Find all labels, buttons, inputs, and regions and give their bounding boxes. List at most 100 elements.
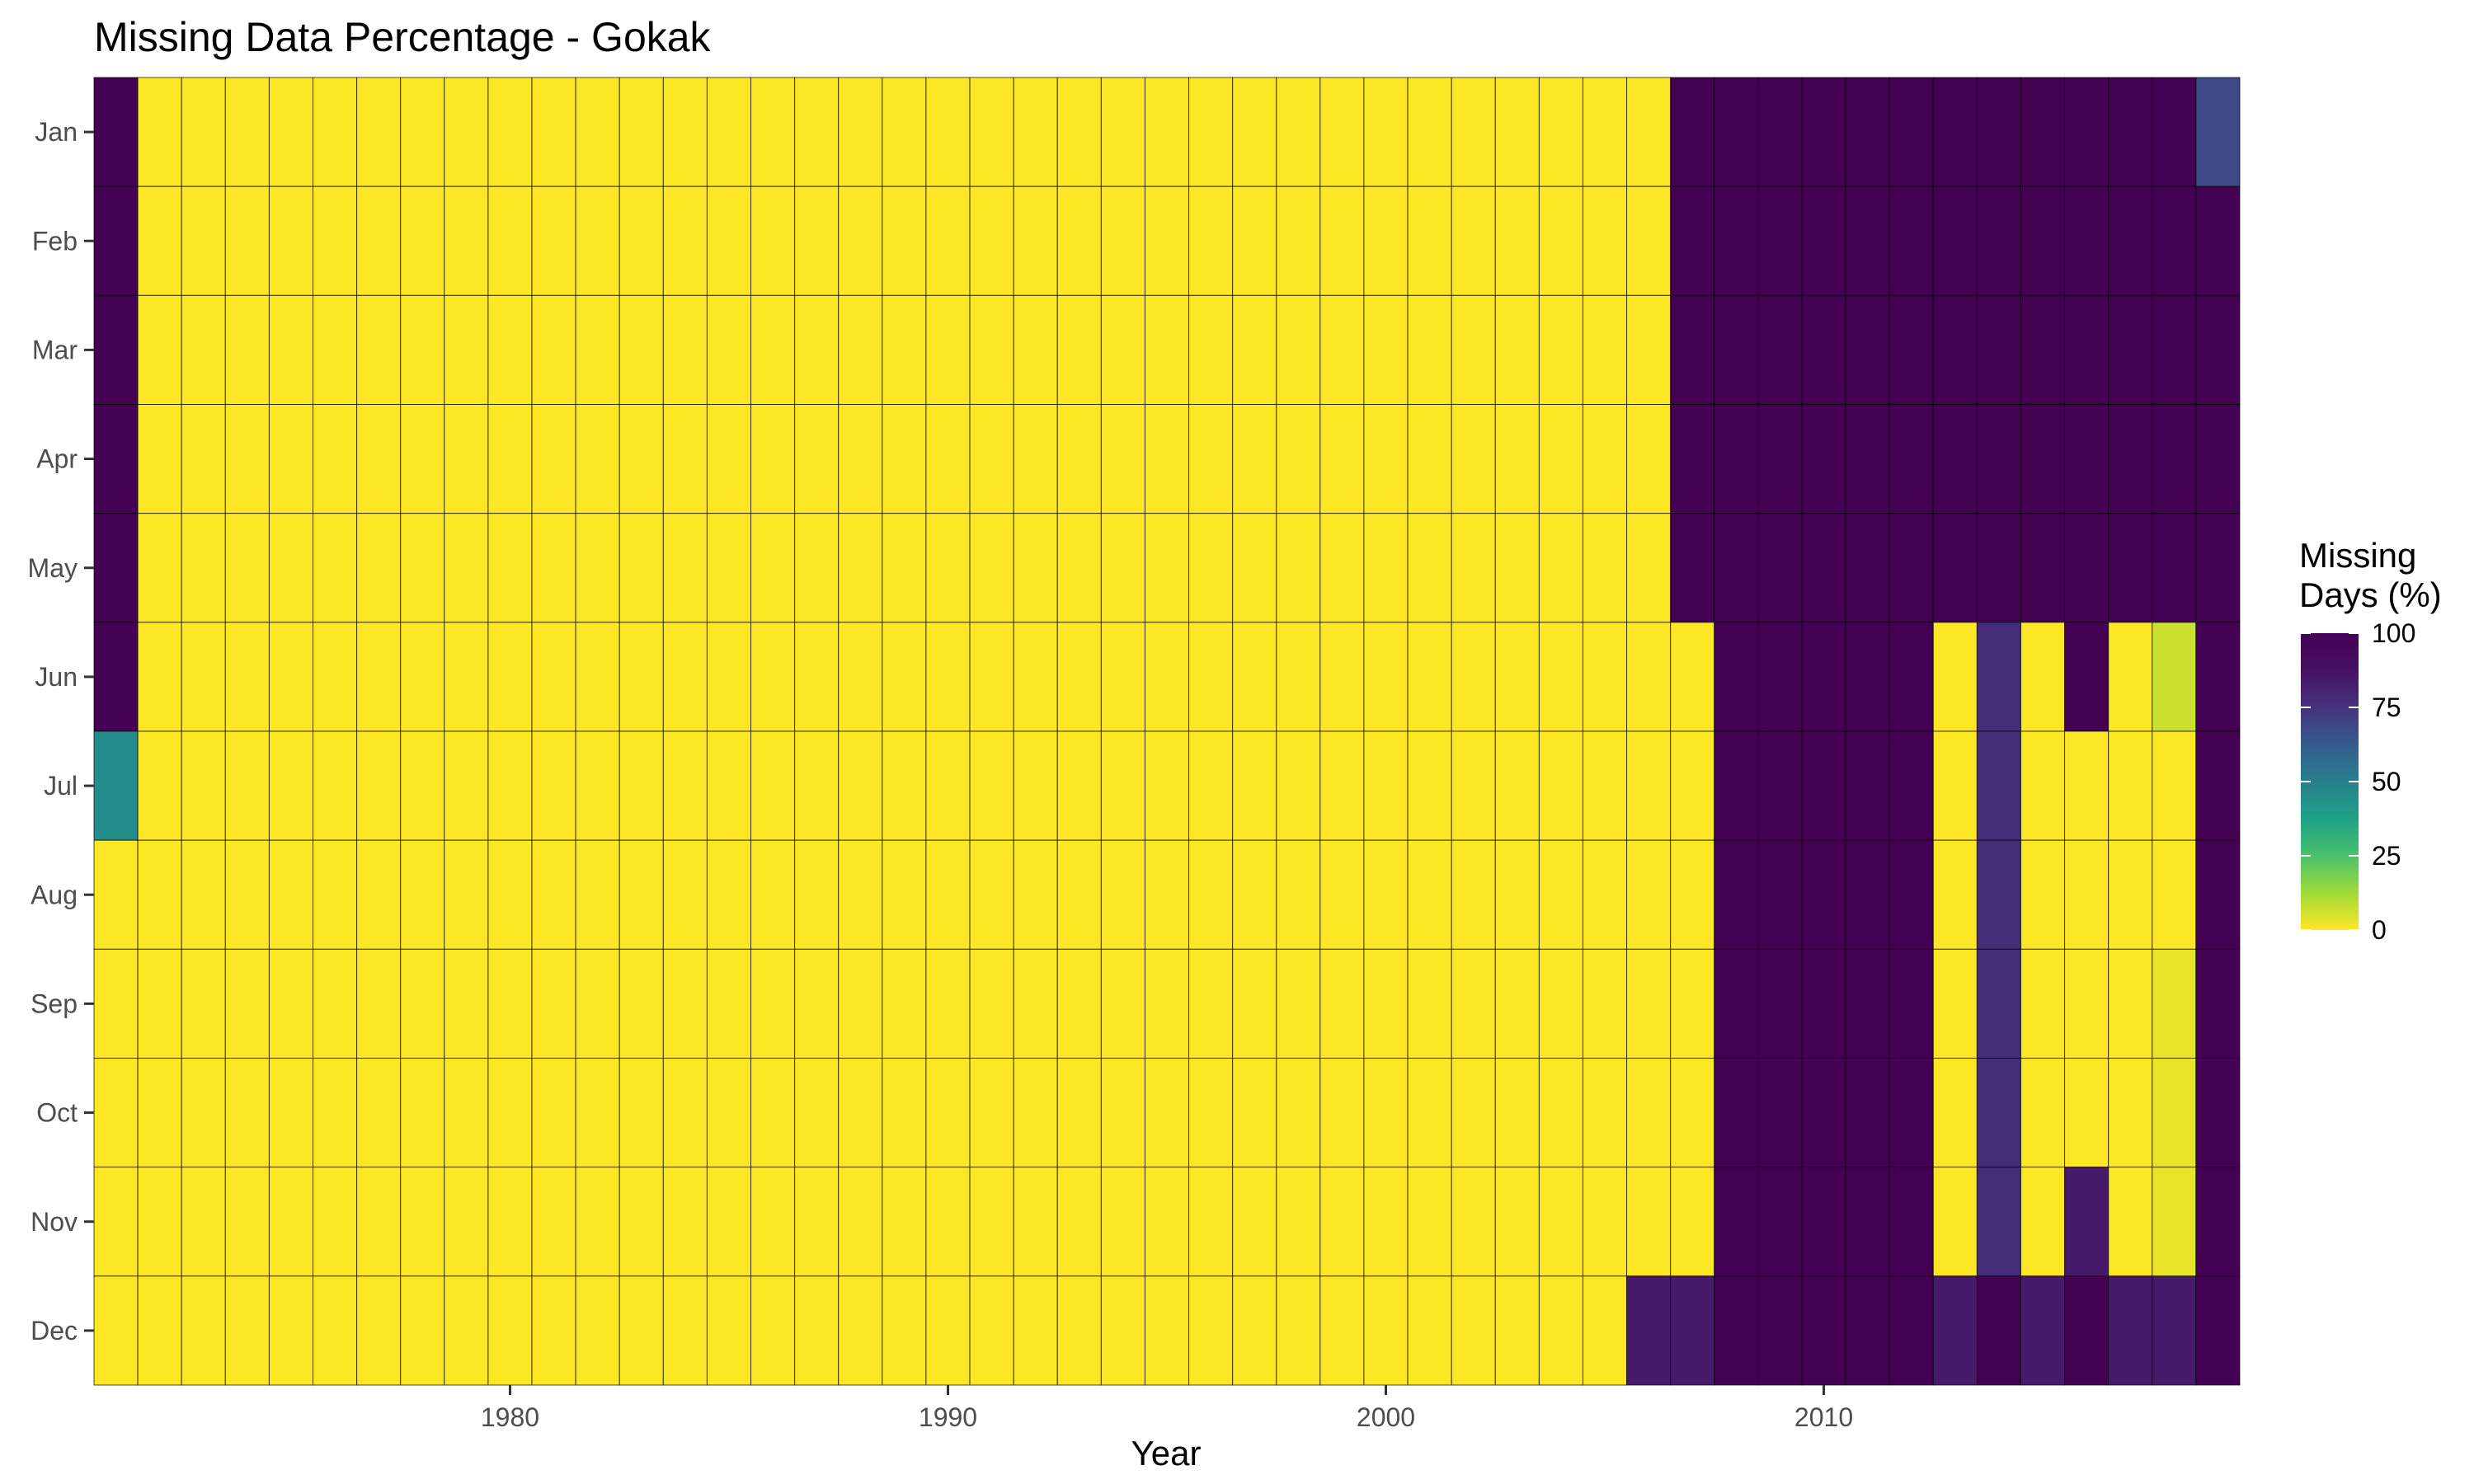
heatmap-cell (618, 186, 664, 296)
heatmap-cell (1232, 404, 1277, 514)
heatmap-cell (1845, 1167, 1890, 1277)
heatmap-cell (750, 730, 796, 841)
heatmap-cell (882, 294, 927, 406)
heatmap-cell (1363, 186, 1409, 296)
heatmap-cell (969, 186, 1014, 296)
heatmap-cell (1232, 730, 1277, 841)
heatmap-cell (1451, 186, 1496, 296)
heatmap-cell (356, 513, 402, 623)
heatmap-cell (925, 730, 971, 841)
heatmap-cell (356, 1167, 402, 1277)
heatmap-cell (1538, 1167, 1583, 1277)
heatmap-cell (2195, 513, 2241, 623)
heatmap-cell (268, 948, 314, 1059)
heatmap-cell (1013, 622, 1058, 732)
heatmap-cell (1714, 948, 1759, 1059)
heatmap-cell (662, 839, 708, 950)
heatmap-cell (1144, 1275, 1190, 1386)
heatmap-cell (400, 730, 445, 841)
heatmap-cell (2020, 1058, 2066, 1168)
heatmap-cell (1276, 1275, 1321, 1386)
heatmap-cell (1976, 513, 2021, 623)
heatmap-cell (1100, 948, 1145, 1059)
heatmap-cell (882, 948, 927, 1059)
heatmap-cell (1056, 730, 1102, 841)
y-tick-label: Dec (31, 1316, 78, 1345)
heatmap-cell (2152, 1167, 2197, 1277)
heatmap-cell (1714, 1167, 1759, 1277)
heatmap-cell (1538, 948, 1583, 1059)
heatmap-cell (268, 839, 314, 950)
heatmap-cell (2108, 622, 2153, 732)
heatmap-cell (2108, 77, 2153, 187)
heatmap-cell (969, 948, 1014, 1059)
heatmap-cell (750, 404, 796, 514)
heatmap-cell (575, 404, 620, 514)
heatmap-cell (2020, 1275, 2066, 1386)
heatmap-cell (487, 294, 533, 406)
heatmap-cell (1538, 839, 1583, 950)
heatmap-cell (2152, 294, 2197, 406)
heatmap-cell (1013, 839, 1058, 950)
heatmap-cell (137, 1275, 182, 1386)
heatmap-cell (1976, 948, 2021, 1059)
heatmap-cell (2020, 730, 2066, 841)
heatmap-cell (882, 513, 927, 623)
heatmap-cell (1801, 948, 1846, 1059)
heatmap-cell (2152, 1275, 2197, 1386)
heatmap-cell (400, 404, 445, 514)
heatmap-cell (1494, 1167, 1540, 1277)
heatmap-cell (662, 948, 708, 1059)
heatmap-cell (838, 1167, 883, 1277)
heatmap-cell (1451, 294, 1496, 406)
heatmap-cell (1056, 839, 1102, 950)
heatmap-cell (1100, 1167, 1145, 1277)
heatmap-cell (444, 1058, 489, 1168)
heatmap-cell (925, 622, 971, 732)
heatmap-cell (1976, 839, 2021, 950)
heatmap-cell (1363, 77, 1409, 187)
heatmap-cell (1626, 1058, 1672, 1168)
heatmap-cell (2064, 404, 2109, 514)
heatmap-cell (1670, 513, 1715, 623)
heatmap-cell (1319, 622, 1365, 732)
heatmap-cell (444, 622, 489, 732)
heatmap-cell (1232, 948, 1277, 1059)
heatmap-cell (2064, 839, 2109, 950)
heatmap-cell (1100, 1275, 1145, 1386)
heatmap-cell (1801, 730, 1846, 841)
heatmap-cell (618, 730, 664, 841)
heatmap-cell (1845, 77, 1890, 187)
heatmap-cell (531, 77, 576, 187)
heatmap-cell (1976, 622, 2021, 732)
heatmap-cell (1888, 1275, 1934, 1386)
heatmap-cell (1056, 1275, 1102, 1386)
heatmap-cell (969, 1167, 1014, 1277)
heatmap-cell (2195, 404, 2241, 514)
heatmap-cell (882, 1058, 927, 1168)
heatmap-cell (1056, 294, 1102, 406)
heatmap-cell (2195, 839, 2241, 950)
heatmap-cell (1757, 513, 1803, 623)
heatmap-cell (2064, 1275, 2109, 1386)
heatmap-cell (2108, 404, 2153, 514)
heatmap-cell (882, 404, 927, 514)
heatmap-cell (356, 294, 402, 406)
heatmap-cell (1232, 839, 1277, 950)
heatmap-cell (1538, 513, 1583, 623)
heatmap-cell (1714, 622, 1759, 732)
heatmap-cell (1013, 186, 1058, 296)
heatmap-cell (618, 1275, 664, 1386)
heatmap-cell (313, 730, 358, 841)
heatmap-cell (2020, 404, 2066, 514)
heatmap-cell (1626, 186, 1672, 296)
heatmap-cell (2020, 948, 2066, 1059)
heatmap-cell (487, 839, 533, 950)
heatmap-cell (1845, 186, 1890, 296)
heatmap-cell (838, 622, 883, 732)
heatmap-cell (1757, 404, 1803, 514)
heatmap-cell (1276, 948, 1321, 1059)
heatmap-cell (794, 622, 840, 732)
heatmap-cell (2195, 186, 2241, 296)
heatmap-cell (1582, 404, 1628, 514)
